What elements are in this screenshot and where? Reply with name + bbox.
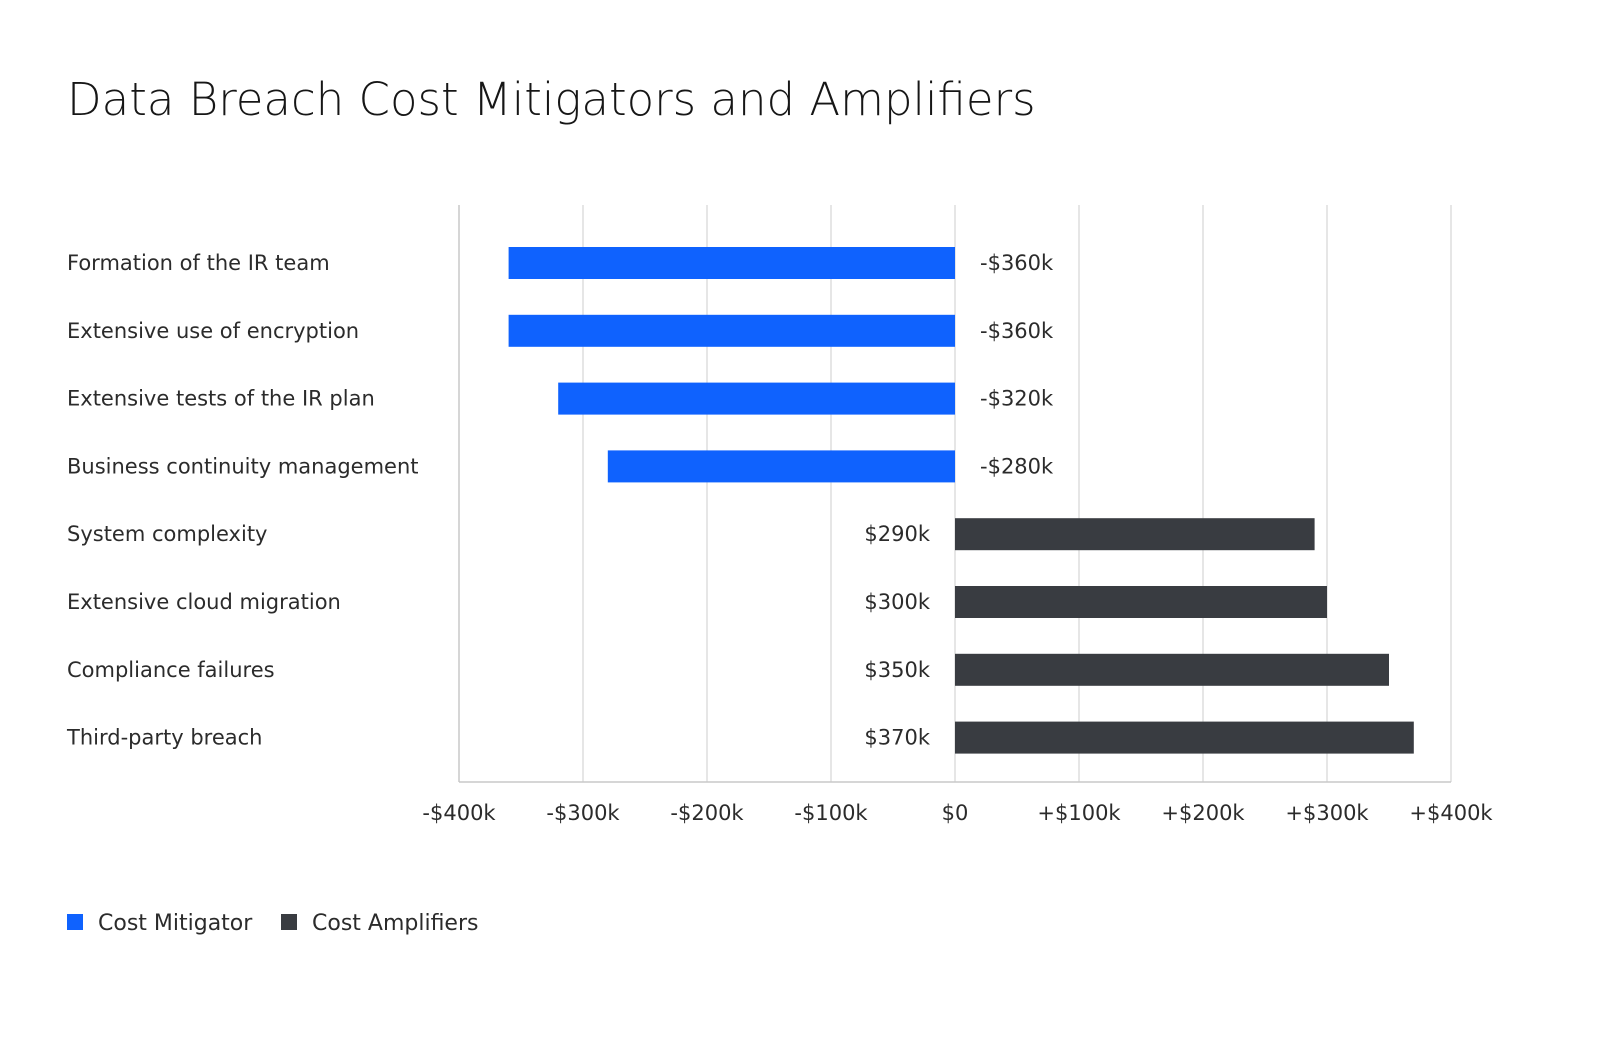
bar: [955, 653, 1389, 686]
legend-swatch: [67, 914, 83, 930]
data-label: -$360k: [980, 319, 1054, 343]
bar: [558, 382, 955, 415]
x-tick-label: +$200k: [1161, 801, 1245, 825]
legend-swatch: [281, 914, 297, 930]
data-label: -$320k: [980, 387, 1054, 411]
legend-label: Cost Mitigator: [98, 911, 253, 936]
legend: Cost Mitigator Cost Amplifiers: [67, 911, 478, 936]
bars: [508, 247, 1414, 754]
category-label: Business continuity management: [67, 454, 419, 478]
data-label: $300k: [864, 590, 930, 614]
category-label: System complexity: [67, 522, 267, 546]
category-label: Third-party breach: [66, 726, 262, 750]
x-tick-label: -$400k: [422, 801, 496, 825]
x-tick-label: $0: [942, 801, 969, 825]
bar: [508, 247, 955, 279]
x-tick-label: +$100k: [1037, 801, 1121, 825]
data-label: $290k: [864, 522, 930, 546]
category-label: Formation of the IR team: [67, 251, 330, 275]
bar: [955, 518, 1315, 551]
x-axis-tick-labels: -$400k -$300k -$200k -$100k $0 +$100k +$200k +$…: [422, 801, 1493, 825]
x-tick-label: -$300k: [546, 801, 620, 825]
data-label: -$360k: [980, 251, 1054, 275]
bar: [955, 586, 1327, 618]
bar: [955, 721, 1414, 754]
chart-title: Data Breach Cost Mitigators and Amplifie…: [67, 73, 1036, 126]
data-label: $350k: [864, 658, 930, 682]
legend-label: Cost Amplifiers: [312, 911, 478, 936]
category-label: Compliance failures: [67, 658, 275, 682]
data-label: $370k: [864, 726, 930, 750]
x-tick-label: +$400k: [1409, 801, 1493, 825]
bar: [508, 314, 955, 347]
data-label: -$280k: [980, 454, 1054, 478]
x-tick-label: -$100k: [794, 801, 868, 825]
bar: [607, 450, 955, 483]
grid-lines: [458, 205, 1452, 783]
category-labels: Formation of the IR team Extensive use of…: [66, 251, 419, 750]
value-labels: -$360k -$360k -$320k -$280k $290k $300k $350k $…: [864, 251, 1054, 750]
category-label: Extensive tests of the IR plan: [67, 387, 375, 411]
category-label: Extensive use of encryption: [67, 319, 359, 343]
category-label: Extensive cloud migration: [67, 590, 341, 614]
x-tick-label: -$200k: [670, 801, 744, 825]
x-tick-label: +$300k: [1285, 801, 1369, 825]
